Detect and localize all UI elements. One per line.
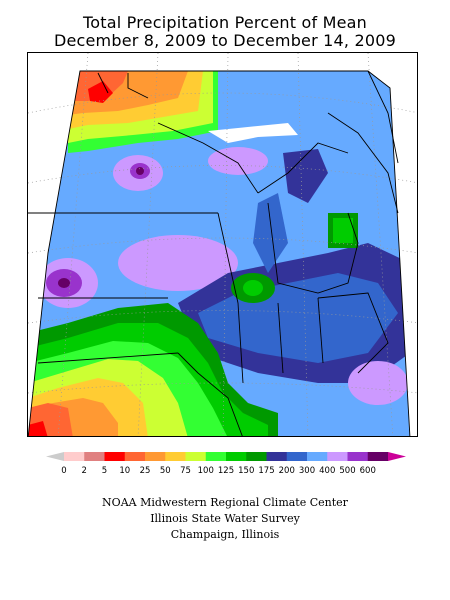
precipitation-field	[28, 71, 410, 436]
source-survey: Illinois State Water Survey	[150, 512, 300, 525]
legend-label: 500	[339, 466, 355, 476]
legend-swatch	[327, 452, 348, 461]
graticule	[28, 53, 417, 436]
legend-label: 10	[119, 466, 130, 476]
map-date-range: December 8, 2009 to December 14, 2009	[53, 31, 397, 50]
legend-label: 100	[198, 466, 214, 476]
legend-label: 600	[360, 466, 376, 476]
legend-swatch	[286, 452, 308, 461]
legend-swatch	[124, 452, 146, 461]
legend-swatch	[266, 452, 288, 461]
legend-swatch	[104, 452, 126, 461]
legend-label: 300	[299, 466, 315, 476]
legend-label: 150	[238, 466, 254, 476]
legend-swatch	[84, 452, 105, 461]
color-legend: 0 2 5 10 25 50 75 100 125 150 175 200 300 400 500 600	[46, 452, 406, 476]
legend-label: 75	[180, 466, 191, 476]
legend-label: 175	[258, 466, 274, 476]
legend-swatch	[64, 452, 85, 461]
legend-swatch	[226, 452, 247, 461]
legend-label: 0	[61, 466, 66, 476]
boundary-lines	[28, 70, 411, 436]
legend-label: 400	[319, 466, 335, 476]
legend-swatch	[145, 452, 166, 461]
legend-swatch	[307, 452, 328, 461]
legend-label: 200	[279, 466, 295, 476]
legend-label: 25	[140, 466, 151, 476]
legend-arrow-low	[46, 452, 64, 461]
legend-label: 5	[102, 466, 107, 476]
legend-label: 125	[218, 466, 234, 476]
legend-label: 50	[160, 466, 171, 476]
legend-label: 2	[82, 466, 87, 476]
legend-swatch	[246, 452, 267, 461]
legend-swatch	[347, 452, 369, 461]
legend-swatch	[205, 452, 227, 461]
legend-swatch	[165, 452, 186, 461]
map-title: Total Precipitation Percent of Mean	[83, 13, 367, 32]
legend-swatch	[367, 452, 389, 461]
source-organization: NOAA Midwestern Regional Climate Center	[102, 496, 348, 509]
legend-arrow-high	[388, 452, 406, 461]
source-location: Champaign, Illinois	[170, 528, 280, 541]
precipitation-map	[27, 52, 418, 437]
map-canvas	[28, 53, 417, 436]
legend-swatch	[185, 452, 207, 461]
